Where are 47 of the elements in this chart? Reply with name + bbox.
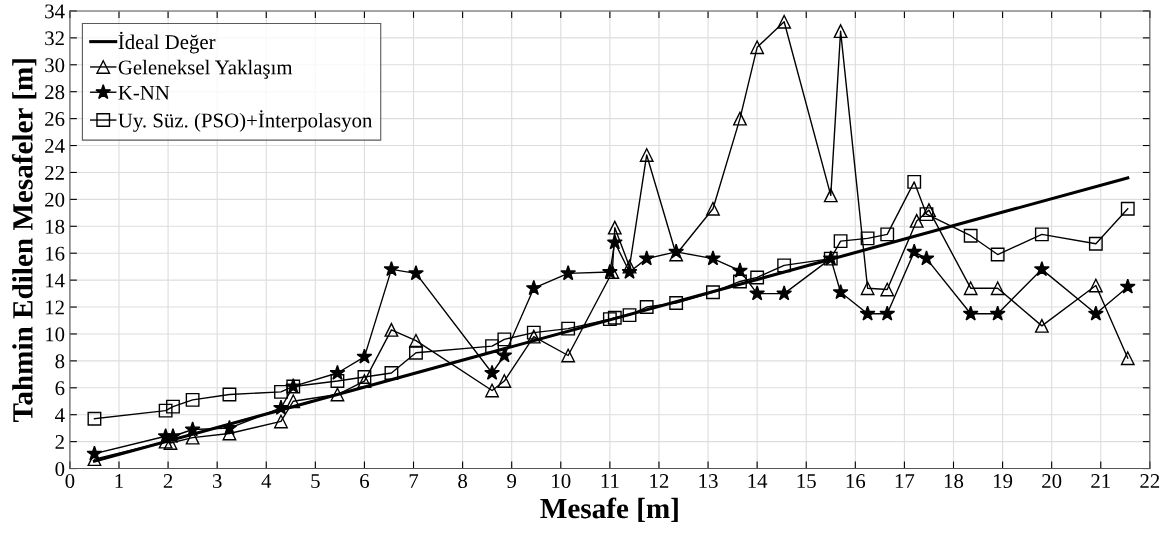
x-tick-label: 12 <box>650 474 669 488</box>
x-tick-label: 21 <box>1091 474 1110 488</box>
y-tick-label: 4 <box>55 408 65 422</box>
y-tick-label: 28 <box>45 85 65 100</box>
x-tick-label: 9 <box>507 474 517 489</box>
y-tick-label: 18 <box>46 219 65 234</box>
x-tick-label: 6 <box>360 474 370 489</box>
legend-label: İdeal Değer <box>118 31 216 54</box>
x-tick-label: 5 <box>311 474 320 489</box>
x-tick-label: 11 <box>601 474 619 488</box>
y-tick-label: 24 <box>45 138 65 153</box>
y-tick-label: 26 <box>45 112 65 127</box>
x-tick-label: 4 <box>261 474 272 488</box>
y-axis-title: Tahmin Edilen Mesafeler [m] <box>11 59 37 422</box>
y-tick-label: 16 <box>46 246 65 261</box>
y-tick-label: 2 <box>55 435 64 449</box>
x-tick-label: 1 <box>115 474 123 488</box>
x-tick-label: 7 <box>409 474 419 488</box>
y-tick-label: 8 <box>55 354 65 369</box>
x-tick-label: 13 <box>699 474 718 489</box>
x-tick-label: 20 <box>1042 474 1062 489</box>
y-tick-label: 0 <box>55 461 65 476</box>
y-tick-label: 32 <box>45 31 64 46</box>
y-tick-label: 6 <box>55 381 65 396</box>
x-tick-label: 14 <box>748 474 768 488</box>
x-axis-title: Mesafe [m] <box>540 497 678 522</box>
x-tick-label: 19 <box>994 474 1013 489</box>
x-tick-label: 15 <box>797 474 816 489</box>
y-tick-label: 14 <box>46 273 65 288</box>
x-tick-label: 22 <box>1140 474 1160 488</box>
y-tick-label: 20 <box>45 192 65 207</box>
y-tick-label: 10 <box>46 327 65 342</box>
x-tick-label: 2 <box>163 474 173 488</box>
y-tick-label: 22 <box>45 165 64 180</box>
x-tick-label: 8 <box>458 474 468 489</box>
x-tick-label: 0 <box>65 474 75 489</box>
x-tick-label: 17 <box>895 474 915 488</box>
x-tick-label: 18 <box>944 474 964 489</box>
y-tick-label: 34 <box>45 4 65 19</box>
legend-label: Uy. Süz. (PSO)+İnterpolasyon <box>118 110 373 132</box>
x-tick-label: 3 <box>212 474 222 489</box>
x-tick-label: 16 <box>846 474 866 489</box>
y-tick-label: 12 <box>46 300 64 315</box>
legend-label: Geleneksel Yaklaşım <box>118 59 293 79</box>
x-tick-label: 10 <box>552 474 571 489</box>
legend-label: K-NN <box>118 85 170 100</box>
y-tick-label: 30 <box>45 58 65 73</box>
